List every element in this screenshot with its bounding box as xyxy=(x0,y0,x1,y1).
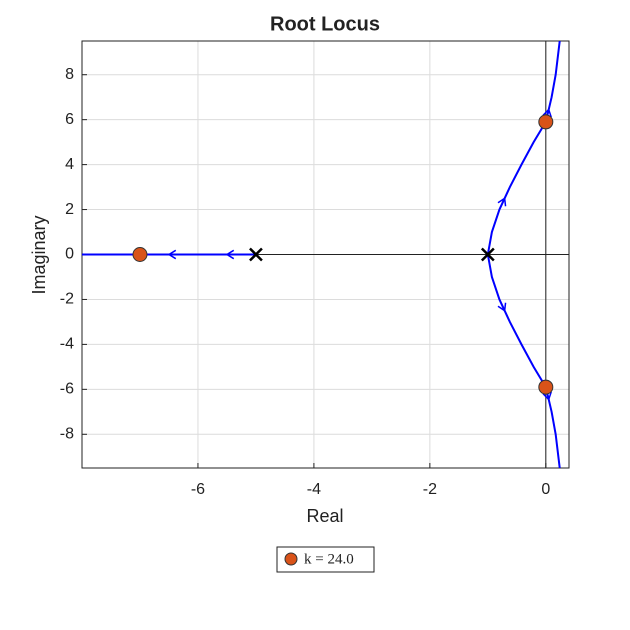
x-axis-label: Real xyxy=(306,506,343,526)
y-tick-label: 6 xyxy=(65,111,74,128)
y-tick-label: -6 xyxy=(60,381,74,398)
x-tick-label: -4 xyxy=(307,481,321,498)
y-tick-label: 8 xyxy=(65,66,74,83)
y-tick-label: -2 xyxy=(60,291,74,308)
y-tick-label: -8 xyxy=(60,426,74,443)
legend-marker xyxy=(284,552,298,566)
legend-label: k = 24.0 xyxy=(304,551,354,567)
direction-arrow xyxy=(542,391,552,401)
y-tick-label: 2 xyxy=(65,201,74,218)
gain-point xyxy=(538,379,554,395)
direction-arrow xyxy=(542,108,552,118)
direction-arrow xyxy=(225,249,235,260)
gain-point xyxy=(132,247,148,262)
locus-branch xyxy=(486,254,561,468)
y-tick-label: 4 xyxy=(65,156,74,173)
x-tick-label: -6 xyxy=(191,481,205,498)
chart-title: Root Locus xyxy=(270,13,380,35)
x-tick-label: -2 xyxy=(423,481,437,498)
gain-point xyxy=(538,114,554,130)
locus-branch xyxy=(486,41,561,255)
x-tick-label: 0 xyxy=(541,481,550,498)
y-axis-label: Imaginary xyxy=(29,215,49,294)
direction-arrow xyxy=(167,249,177,260)
direction-arrow xyxy=(497,197,507,207)
y-tick-label: -4 xyxy=(60,336,74,353)
pole-marker xyxy=(249,247,263,262)
y-tick-label: 0 xyxy=(65,246,74,263)
direction-arrow xyxy=(497,302,507,312)
pole-marker xyxy=(480,247,495,262)
